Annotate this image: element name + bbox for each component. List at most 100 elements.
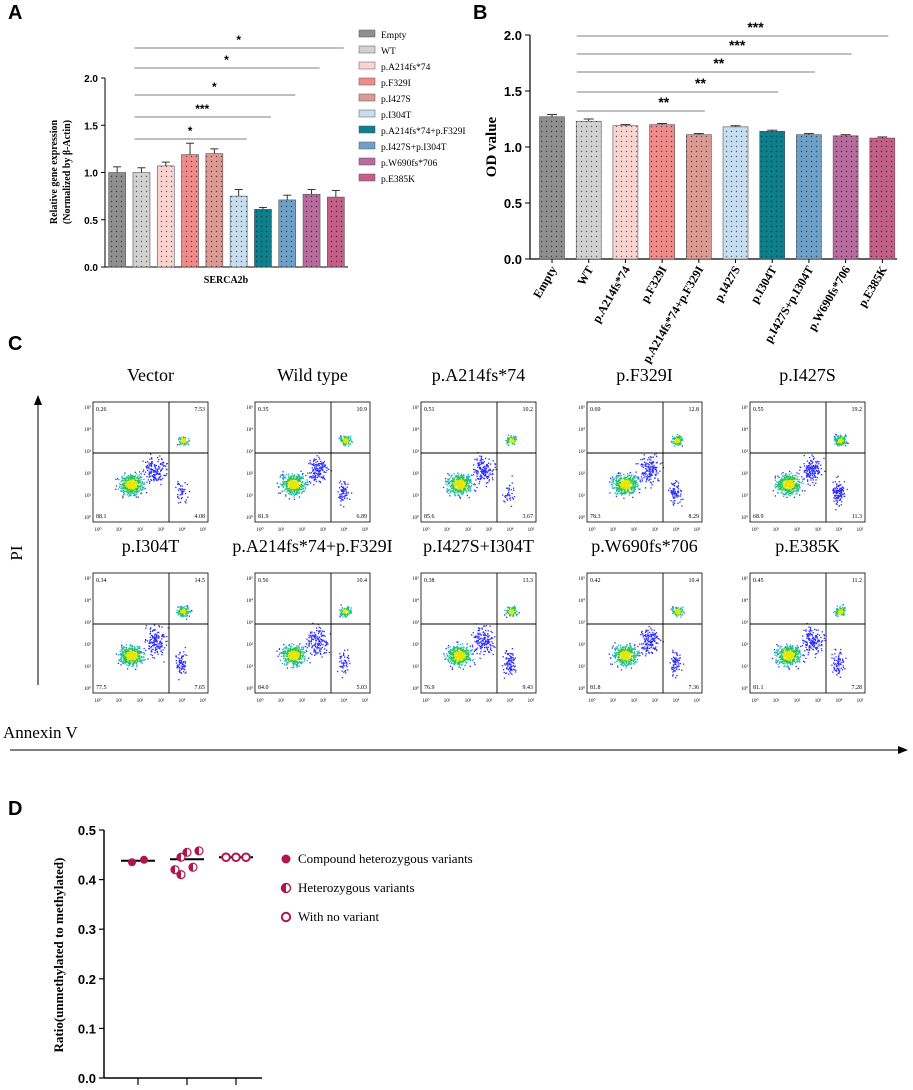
flow-dot (129, 495, 130, 496)
flow-dot (148, 467, 149, 468)
flow-dot (834, 496, 835, 497)
flow-dot (156, 465, 157, 466)
flow-dot (817, 477, 818, 478)
flow-dot (180, 438, 181, 439)
flow-dot (282, 475, 283, 476)
flow-dot (280, 476, 281, 477)
flow-dot (642, 459, 643, 460)
flow-dot (645, 465, 646, 466)
flow-dot (179, 671, 180, 672)
flow-dot (312, 475, 313, 476)
flow-dot (159, 474, 160, 475)
flow-dot (837, 502, 838, 503)
flow-dot (142, 663, 143, 664)
flow-dot (340, 496, 341, 497)
flow-dot (641, 476, 642, 477)
flow-dot (183, 664, 184, 665)
flow-dot (311, 472, 312, 473)
flow-dot (179, 441, 180, 442)
flow-dot (612, 487, 613, 488)
x-label-a: SERCA2b (204, 275, 249, 286)
flow-dot (677, 440, 678, 441)
flow-plot-title: p.A214fs*74 (404, 365, 554, 386)
flow-dot (189, 440, 190, 441)
flow-dot (292, 473, 293, 474)
flow-dot (150, 654, 151, 655)
flow-x-tick: 10⁰ (751, 527, 758, 533)
flow-dot (633, 489, 634, 490)
bar-b-6 (760, 131, 785, 259)
flow-x-tick: 10³ (158, 527, 165, 533)
flow-dot (786, 477, 787, 478)
flow-dot (806, 474, 807, 475)
flow-dot (837, 488, 838, 489)
flow-dot (160, 475, 161, 476)
x-tick-label-b-1: WT (574, 264, 596, 288)
flow-dot (176, 660, 177, 661)
flow-x-tick: 10³ (486, 527, 493, 533)
flow-dot (289, 494, 290, 495)
flow-dot (650, 469, 651, 470)
flow-dot (630, 477, 631, 478)
flow-dot (774, 485, 775, 486)
flow-dot (818, 463, 819, 464)
point-d-1-half-1 (177, 853, 181, 861)
flow-x-tick: 10² (137, 527, 144, 533)
flow-dot (140, 652, 141, 653)
flow-dot (188, 438, 189, 439)
flow-dot (799, 484, 800, 485)
flow-dot (616, 482, 617, 483)
flow-dot (184, 443, 185, 444)
flow-dot (181, 673, 182, 674)
flow-dot (316, 466, 317, 467)
flow-dot (162, 643, 163, 644)
flow-dot (137, 487, 138, 488)
flow-dot (619, 484, 620, 485)
flow-dot (127, 651, 128, 652)
flow-y-tick: 10³ (85, 620, 92, 626)
chart-a: 0.00.51.01.52.0Relative gene expression(… (49, 30, 466, 286)
flow-dot (458, 487, 459, 488)
flow-dot (676, 493, 677, 494)
flow-dot (301, 484, 302, 485)
flow-dot (682, 445, 683, 446)
flow-dot (453, 488, 454, 489)
flow-dot (814, 471, 815, 472)
flow-dot (177, 606, 178, 607)
flow-dot (136, 652, 137, 653)
flow-dot (132, 477, 133, 478)
flow-dot (124, 472, 125, 473)
flow-dot (132, 485, 133, 486)
flow-dot (469, 476, 470, 477)
flow-dot (158, 466, 159, 467)
flow-dot (836, 485, 837, 486)
flow-dot (473, 484, 474, 485)
bar-a-4 (206, 154, 223, 267)
flow-dot (185, 616, 186, 617)
flow-dot (158, 468, 159, 469)
flow-dot (645, 487, 646, 488)
quadrant-ll: 68.9 (753, 514, 764, 520)
flow-dot (138, 651, 139, 652)
flow-dot (495, 469, 496, 470)
flow-dot (296, 491, 297, 492)
flow-dot (130, 644, 131, 645)
flow-dot (284, 656, 285, 657)
flow-dot (322, 464, 323, 465)
flow-x-tick: 10² (137, 698, 144, 704)
flow-dot (133, 487, 134, 488)
point-d-1-half-0 (171, 866, 175, 874)
flow-dot (789, 484, 790, 485)
flow-dot (293, 482, 294, 483)
point-d-1-half-2 (183, 848, 187, 856)
flow-dot (345, 436, 346, 437)
flow-dot (139, 661, 140, 662)
flow-dot (623, 478, 624, 479)
flow-dot (804, 478, 805, 479)
flow-dot (286, 491, 287, 492)
flow-dot (180, 437, 181, 438)
flow-dot (836, 487, 837, 488)
flow-dot (325, 467, 326, 468)
quadrant-lr: 7.65 (195, 685, 206, 691)
sig-label-a-2: * (212, 80, 217, 94)
